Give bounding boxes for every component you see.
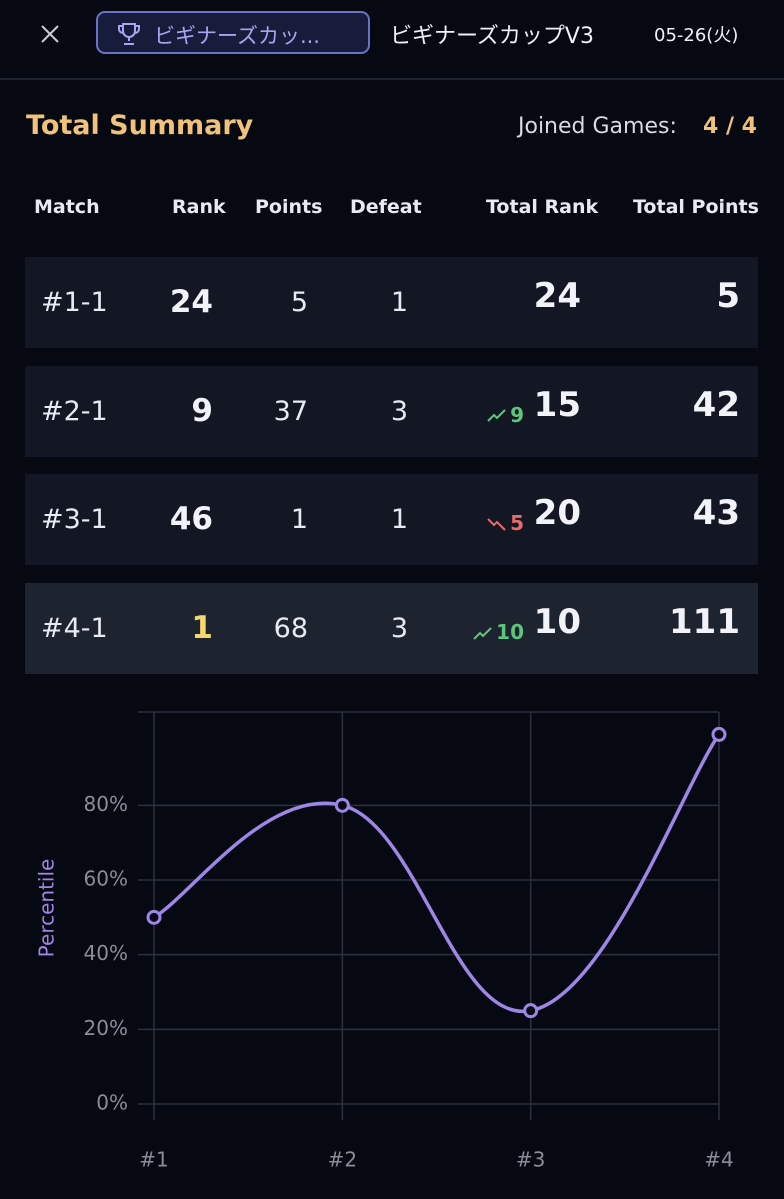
rank: 24	[169, 284, 213, 320]
column-header: Match	[34, 196, 100, 218]
x-tick-label: #1	[139, 1148, 168, 1172]
points: 1	[290, 504, 308, 536]
points: 5	[290, 287, 308, 318]
y-tick-label: 20%	[84, 1016, 128, 1040]
rank-change: 9	[487, 370, 524, 461]
rank: 46	[169, 501, 213, 538]
points: 37	[273, 395, 308, 427]
point	[523, 1003, 539, 1019]
total-points: 42	[692, 384, 740, 425]
joined-label: Joined Games:	[518, 114, 677, 139]
change-arrow	[487, 518, 506, 531]
cup-title: ビギナーズカップV3	[390, 24, 594, 49]
point	[334, 797, 350, 813]
y-axis-label: Percentile	[35, 859, 59, 958]
match: #2-1	[41, 395, 108, 427]
match: #1-1	[41, 287, 108, 318]
date: 05-26(火)	[654, 25, 739, 46]
summary-title: Total Summary	[26, 110, 254, 141]
total-rank: 20	[533, 493, 581, 534]
column-header: Rank	[172, 196, 226, 218]
y-tick-label: 80%	[84, 792, 128, 816]
x-tick-label: #3	[516, 1148, 545, 1172]
rank-change: 10	[473, 587, 524, 678]
rank-change: 5	[487, 478, 524, 569]
percentile-chart: 0% 20% 40% 60% 80% #1 #2 #3 #4 Percentile	[35, 711, 734, 1172]
y-tick-label: 40%	[84, 941, 128, 965]
point	[711, 726, 727, 742]
change-value: 5	[510, 511, 524, 536]
y-tick-label: 0%	[96, 1091, 128, 1115]
defeat: 3	[390, 395, 408, 427]
defeat: 1	[390, 504, 408, 536]
joined-value: 4 / 4	[703, 114, 757, 139]
x-tick-label: #2	[328, 1148, 357, 1172]
points: 68	[273, 613, 308, 645]
column-header: Total Rank	[486, 196, 599, 218]
change-arrow	[487, 409, 506, 422]
point	[146, 909, 162, 925]
column-header: Total Points	[633, 196, 759, 218]
table-row: #3-1 46 1 1 20 43 5	[25, 474, 758, 566]
change-arrow	[473, 626, 492, 640]
close-button[interactable]	[36, 20, 64, 48]
change-value: 10	[496, 620, 524, 645]
table-row: #4-1 1 68 3 10 111 10	[25, 583, 758, 675]
y-tick-label: 60%	[84, 867, 128, 891]
change-value: 9	[510, 402, 524, 427]
table-row: #2-1 9 37 3 15 42 9	[25, 365, 758, 457]
divider	[0, 78, 784, 80]
x-tick-label: #4	[704, 1148, 733, 1172]
total-points: 5	[716, 276, 740, 316]
total-points: 111	[669, 602, 740, 643]
rank: 1	[191, 610, 213, 647]
total-points: 43	[692, 493, 740, 534]
line	[153, 733, 721, 1013]
trophy-icon	[118, 23, 140, 45]
table-row: #1-1 24 5 1 24 5	[25, 257, 758, 348]
total-rank: 15	[533, 384, 581, 425]
cup-badge[interactable]: ビギナーズカッ...	[96, 11, 370, 54]
defeat: 1	[390, 287, 408, 318]
rank: 9	[191, 392, 213, 429]
total-rank: 24	[533, 276, 581, 316]
column-header: Defeat	[350, 196, 422, 218]
total-rank: 10	[533, 602, 581, 643]
column-header: Points	[255, 196, 323, 218]
badge-text: ビギナーズカッ...	[154, 24, 320, 48]
defeat: 3	[390, 613, 408, 645]
match: #4-1	[41, 613, 108, 645]
match: #3-1	[41, 504, 108, 536]
